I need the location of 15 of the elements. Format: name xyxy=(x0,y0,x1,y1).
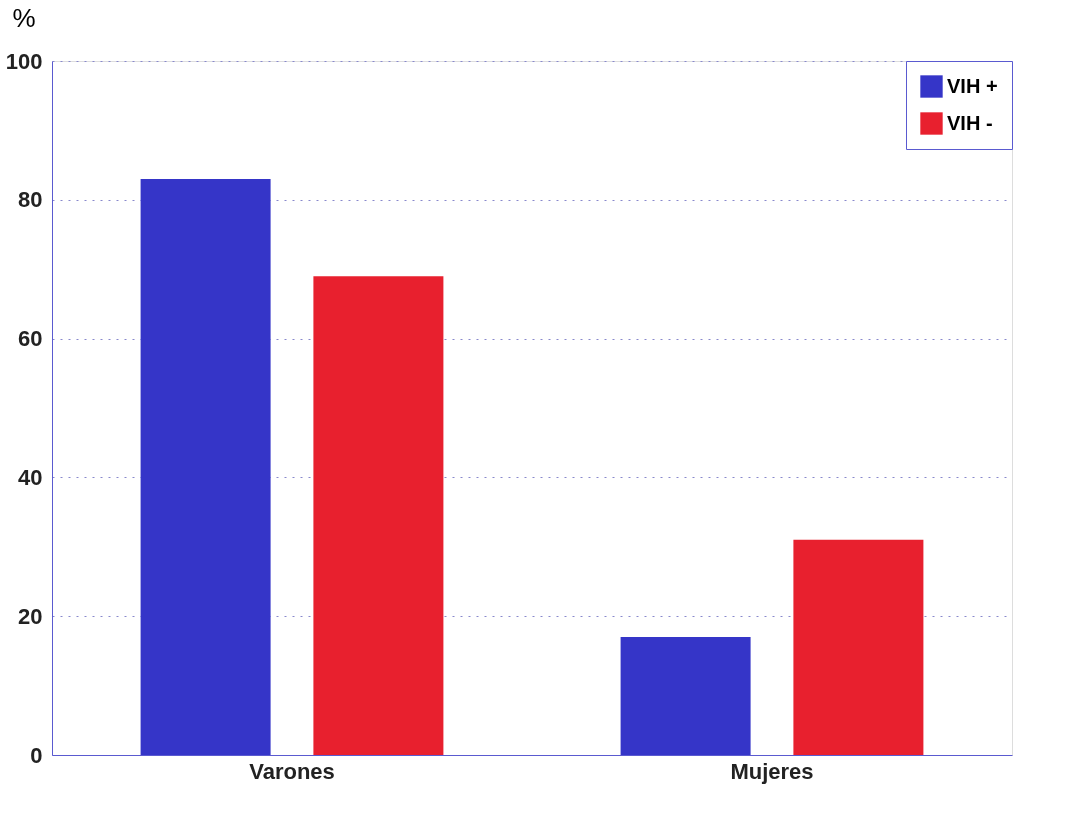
y-axis-title: % xyxy=(12,2,36,33)
y-tick-label: 60 xyxy=(18,326,43,352)
y-tick-label: 20 xyxy=(18,603,43,629)
bar xyxy=(313,276,444,755)
y-tick-label: 40 xyxy=(18,464,43,490)
bar xyxy=(620,637,751,755)
x-tick-label: Varones xyxy=(249,758,335,784)
x-tick-label: Mujeres xyxy=(730,758,814,784)
bar xyxy=(793,539,924,755)
y-tick-label: 100 xyxy=(5,48,43,74)
bar xyxy=(140,178,271,755)
y-tick-label: 0 xyxy=(30,742,43,768)
legend-label: VIH + xyxy=(947,74,998,97)
y-tick-label: 80 xyxy=(18,187,43,213)
legend-label: VIH - xyxy=(947,111,993,134)
